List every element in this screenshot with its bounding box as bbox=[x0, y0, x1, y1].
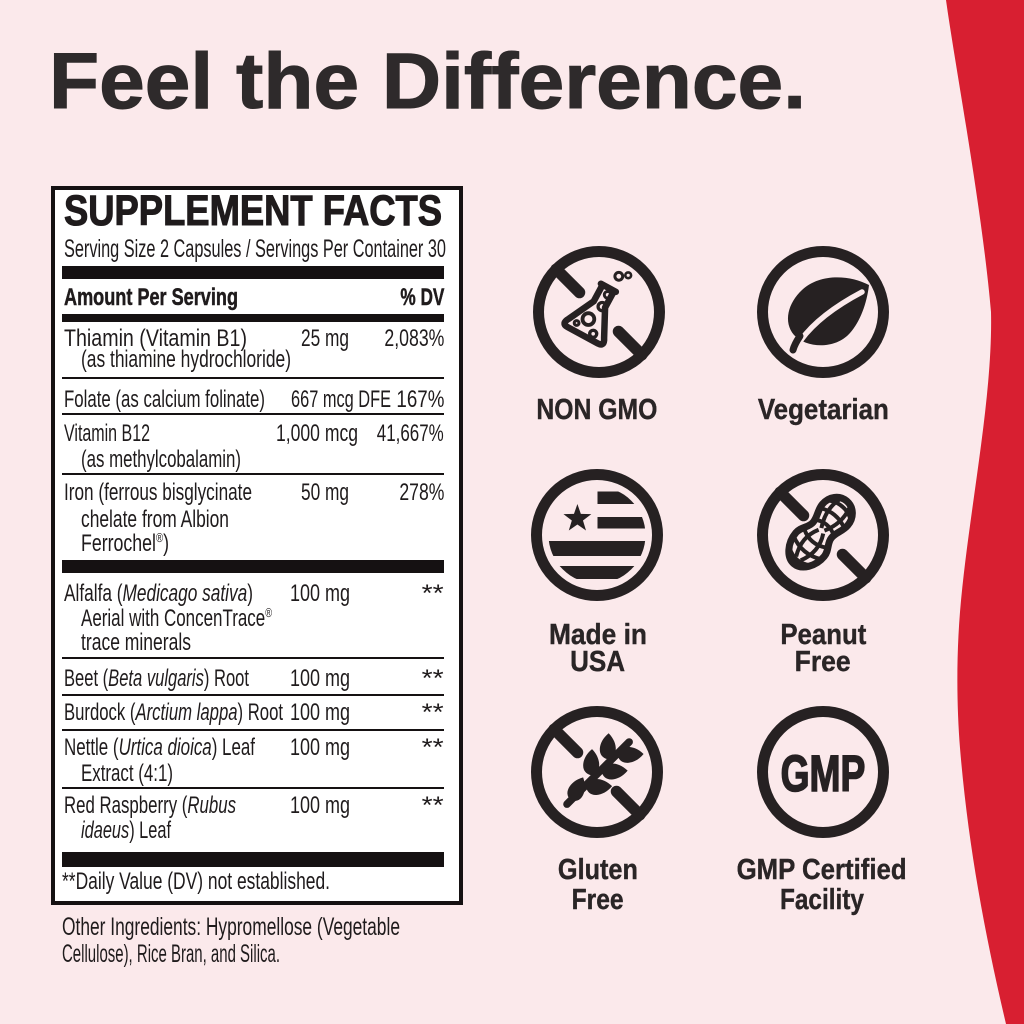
svg-text:GMP: GMP bbox=[781, 746, 866, 802]
